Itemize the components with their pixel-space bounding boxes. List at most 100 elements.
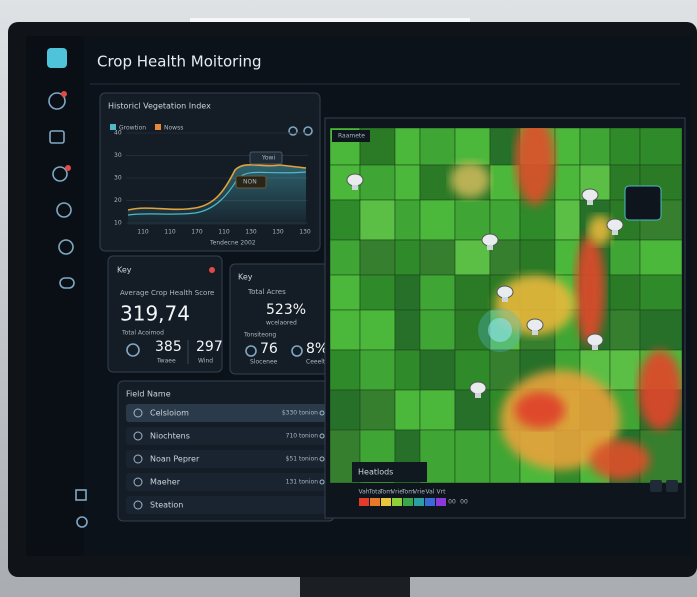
key-panel	[107, 255, 223, 373]
nav-icon[interactable]	[49, 130, 65, 144]
nav-icon[interactable]	[52, 166, 68, 182]
row-icon	[133, 454, 143, 464]
field-row[interactable]	[126, 496, 326, 514]
stat-value: 76	[260, 341, 278, 357]
y-tick-label: 20	[114, 197, 122, 204]
field-rows: Celsloiom $330 tonion Niochtens 710 tonion N…	[126, 404, 326, 514]
app-title: Crop Health Moitoring	[97, 53, 262, 71]
heat-zone	[515, 128, 555, 205]
sub-label: Total Acoimod	[121, 330, 164, 337]
map-button[interactable]	[666, 480, 678, 492]
sidebar-icons	[47, 48, 88, 528]
field	[454, 309, 491, 351]
sensor-base	[487, 245, 493, 250]
field	[489, 164, 521, 201]
field-row[interactable]	[126, 450, 326, 468]
scale-swatch	[381, 498, 391, 506]
stat-label: Ceeelt	[306, 359, 326, 366]
field-row[interactable]	[126, 473, 326, 491]
nav-icon[interactable]	[59, 277, 75, 289]
sensor-base	[612, 230, 618, 235]
stat-icon	[291, 345, 303, 357]
map-compass[interactable]	[624, 185, 662, 221]
stat-label: Twaee	[156, 358, 176, 365]
field	[554, 164, 581, 201]
nav-icon[interactable]	[76, 516, 88, 528]
field	[454, 239, 491, 276]
y-tick-label: 30	[114, 152, 122, 159]
stat-icon	[245, 345, 257, 357]
sidebar	[26, 36, 84, 556]
scale-swatch	[414, 498, 424, 506]
scale-label: Vrie	[413, 489, 425, 496]
field	[454, 389, 491, 431]
field	[359, 164, 396, 201]
x-tick-label: 170	[191, 229, 203, 236]
scale-label: Vrie	[391, 489, 403, 496]
map-tab[interactable]	[332, 130, 370, 142]
y-tick-label: 30	[114, 175, 122, 182]
row-dot	[319, 479, 325, 485]
map-tab-label: Raamete	[338, 133, 365, 140]
row-dot	[319, 456, 325, 462]
nav-icon[interactable]	[58, 239, 74, 255]
field	[454, 128, 491, 166]
sensor-icon	[606, 218, 624, 232]
field	[454, 429, 491, 483]
map-label-box	[352, 462, 427, 482]
logo	[47, 48, 67, 68]
nav-icon[interactable]	[48, 92, 66, 110]
field	[359, 199, 396, 241]
map-button[interactable]	[650, 480, 662, 492]
x-tick-label: 130	[245, 229, 257, 236]
field	[419, 199, 456, 241]
heat-zone	[590, 440, 650, 480]
row-icon	[133, 408, 143, 418]
nav-icon[interactable]	[56, 202, 72, 218]
stat-label: Slocenee	[250, 359, 278, 366]
field	[419, 389, 456, 431]
field	[330, 349, 361, 391]
panel-icon[interactable]	[303, 126, 313, 136]
sensor-base	[532, 330, 538, 335]
legend-label: Growtion	[119, 125, 146, 132]
legend-swatch	[155, 124, 161, 130]
field	[419, 349, 456, 391]
field-row[interactable]	[126, 427, 326, 445]
x-tick-label: 110	[137, 229, 149, 236]
field	[454, 199, 491, 241]
field	[519, 199, 556, 241]
metric-value: 523%	[266, 302, 306, 318]
metric-label: Total Acres	[247, 288, 286, 296]
field	[419, 128, 456, 166]
field	[609, 309, 641, 351]
sensor-icon	[586, 333, 604, 347]
sensor-base	[352, 185, 358, 190]
sub-label: wcelaored	[266, 320, 297, 327]
panel-icon[interactable]	[288, 126, 298, 136]
row-icon	[133, 477, 143, 487]
heat-zone	[575, 235, 605, 345]
field	[330, 309, 361, 351]
field	[359, 309, 396, 351]
field	[330, 239, 361, 276]
panel-title: Field Name	[126, 390, 171, 399]
field	[330, 389, 361, 431]
field-row[interactable]	[126, 404, 326, 422]
scale-swatch	[425, 498, 435, 506]
heat-zone	[638, 350, 682, 430]
nav-icon[interactable]	[75, 489, 87, 501]
x-tick-label: 130	[272, 229, 284, 236]
map-label: Heatlods	[358, 468, 393, 477]
field	[394, 164, 421, 201]
field	[639, 128, 682, 166]
sensor-icon	[346, 173, 364, 187]
field	[359, 239, 396, 276]
stat-label: Wind	[198, 358, 213, 365]
metric-value: 319,74	[120, 302, 190, 326]
field	[394, 309, 421, 351]
field-value: $330 tonion	[282, 410, 318, 417]
panel-title: Historicl Vegetation Index	[108, 102, 211, 111]
